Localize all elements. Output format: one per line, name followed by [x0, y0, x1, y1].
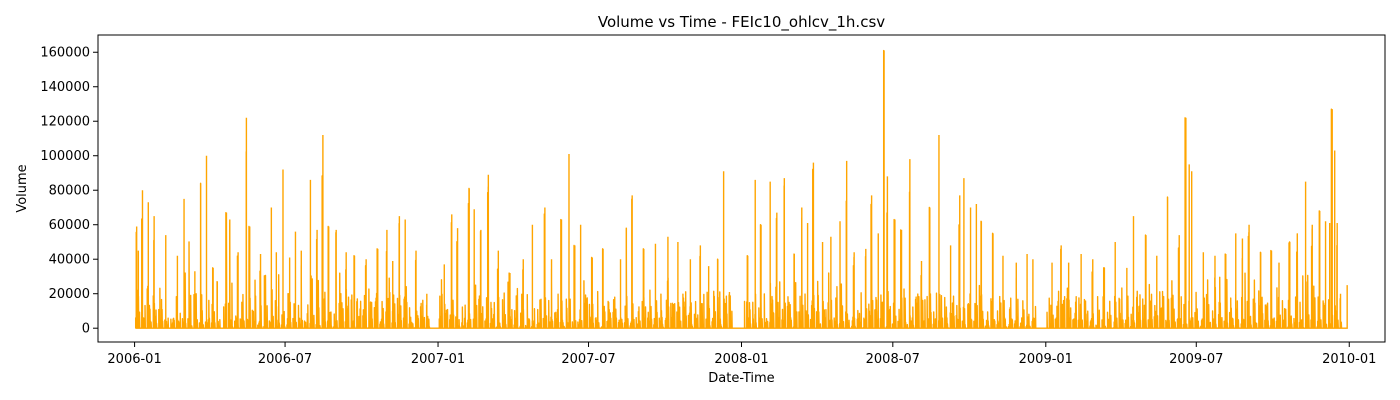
- x-axis: 2006-01 2006-07 2007-01 2007-07 2008-01 2008-…: [107, 342, 1376, 367]
- x-axis-label: Date-Time: [708, 371, 774, 386]
- x-tick-label: 2006-01: [107, 352, 161, 367]
- x-tick-label: 2007-07: [561, 352, 615, 367]
- x-tick-label: 2009-07: [1169, 352, 1223, 367]
- y-tick-label: 160000: [40, 46, 90, 61]
- y-tick-label: 20000: [49, 287, 90, 302]
- x-tick-label: 2007-01: [411, 352, 465, 367]
- y-tick-label: 80000: [49, 184, 90, 199]
- y-axis: 0 20000 40000 60000 80000 100000 120000 140000 1…: [40, 46, 98, 337]
- x-tick-label: 2008-07: [866, 352, 920, 367]
- chart-title: Volume vs Time - FEIc10_ohlcv_1h.csv: [598, 13, 885, 32]
- x-tick-label: 2010-01: [1322, 352, 1376, 367]
- y-tick-label: 60000: [49, 218, 90, 233]
- y-tick-label: 100000: [40, 149, 90, 164]
- y-tick-label: 120000: [40, 115, 90, 130]
- y-tick-label: 0: [82, 322, 90, 337]
- y-tick-label: 140000: [40, 80, 90, 95]
- x-tick-label: 2008-01: [714, 352, 768, 367]
- series-line: [134, 49, 1349, 329]
- y-axis-label: Volume: [15, 164, 30, 212]
- plot-area: [134, 49, 1349, 329]
- x-tick-label: 2009-01: [1019, 352, 1073, 367]
- plot-frame: [97, 34, 1386, 343]
- series-layer: [134, 49, 1349, 329]
- x-tick-label: 2006-07: [258, 352, 312, 367]
- y-tick-label: 40000: [49, 253, 90, 268]
